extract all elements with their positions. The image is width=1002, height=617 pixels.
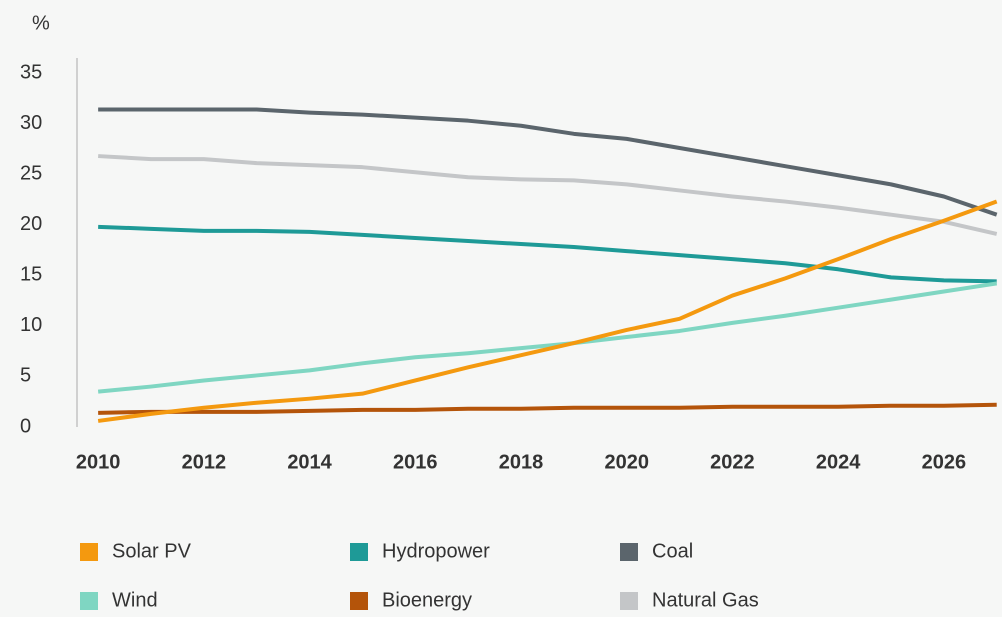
series-line <box>98 402 997 415</box>
x-tick-label: 2018 <box>499 451 544 473</box>
legend-label: Solar PV <box>112 540 192 562</box>
series-line <box>98 154 998 236</box>
y-tick-label: 10 <box>20 314 42 336</box>
y-tick-label: 35 <box>20 61 42 83</box>
series-line <box>98 107 998 217</box>
legend-label: Hydropower <box>382 540 490 562</box>
x-tick-label: 2010 <box>76 451 121 473</box>
y-tick-label: 0 <box>20 415 31 437</box>
series-line <box>97 281 998 394</box>
y-axis-label: % <box>32 12 50 34</box>
legend-swatch <box>350 592 368 610</box>
y-tick-label: 20 <box>20 213 42 235</box>
x-tick-label: 2024 <box>816 451 861 473</box>
legend-swatch <box>80 592 98 610</box>
y-tick-label: 15 <box>20 264 42 286</box>
legend-swatch <box>620 543 638 561</box>
legend-label: Wind <box>112 589 158 611</box>
legend-label: Natural Gas <box>652 589 759 611</box>
legend-label: Bioenergy <box>382 589 472 611</box>
x-tick-label: 2014 <box>287 451 332 473</box>
legend-swatch <box>80 543 98 561</box>
series-line <box>98 224 997 284</box>
y-tick-label: 30 <box>20 112 42 134</box>
legend-swatch <box>620 592 638 610</box>
x-tick-label: 2026 <box>922 451 967 473</box>
x-tick-label: 2016 <box>393 451 438 473</box>
y-tick-label: 25 <box>20 163 42 185</box>
series-line <box>97 199 998 423</box>
x-tick-label: 2020 <box>604 451 649 473</box>
x-tick-label: 2012 <box>182 451 227 473</box>
legend-swatch <box>350 543 368 561</box>
legend-label: Coal <box>652 540 693 562</box>
x-tick-label: 2022 <box>710 451 755 473</box>
y-tick-label: 5 <box>20 365 31 387</box>
